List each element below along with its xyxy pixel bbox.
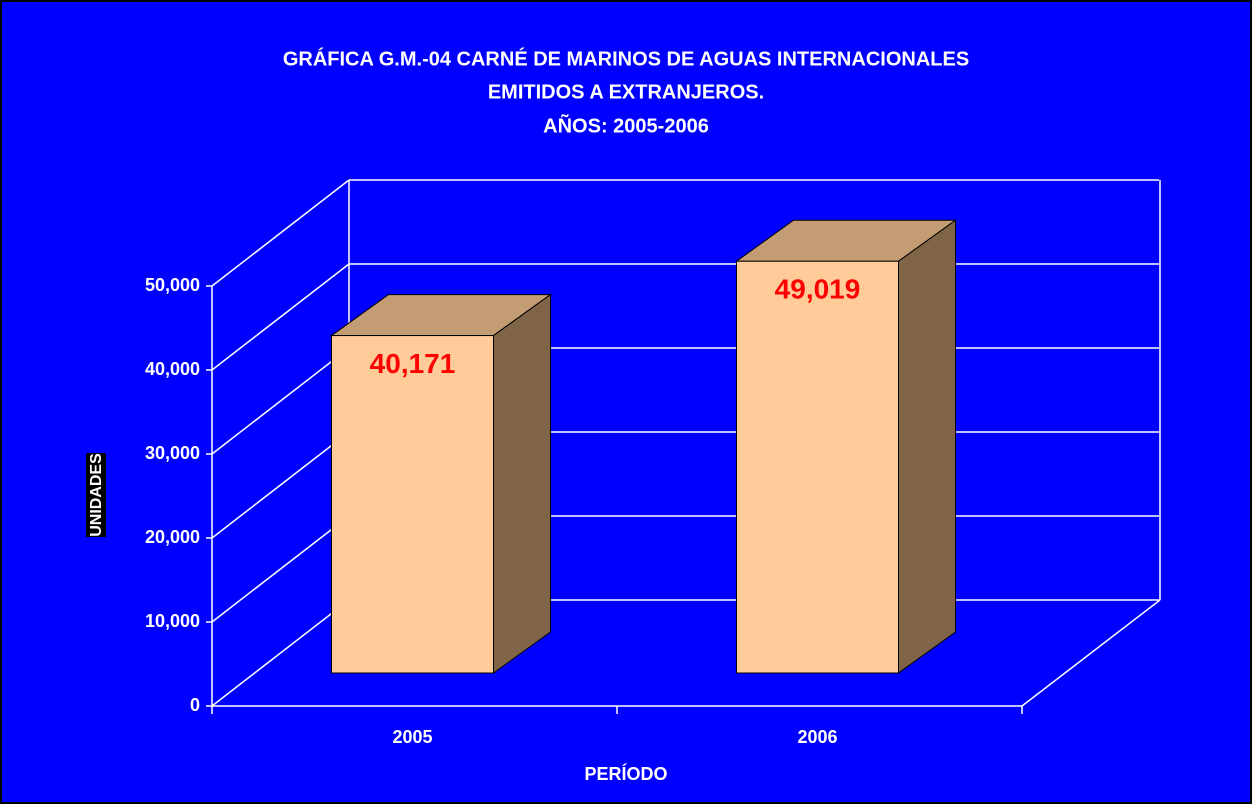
grid-line — [211, 599, 350, 707]
y-tick-label: 40,000 — [145, 359, 200, 379]
y-tick-label: 30,000 — [145, 443, 200, 463]
chart-title: GRÁFICA G.M.-04 CARNÉ DE MARINOS DE AGUA… — [283, 47, 969, 70]
floor-edge — [1021, 599, 1161, 707]
value-label: 49,019 — [775, 274, 861, 305]
grid-line — [211, 347, 350, 455]
y-tick-label: 0 — [190, 695, 200, 715]
y-axis-title: UNIDADES — [88, 453, 105, 537]
y-axis-title-bg — [86, 453, 106, 537]
grid-line — [211, 179, 350, 287]
x-axis-title: PERÍODO — [584, 763, 667, 784]
bar-side — [898, 219, 956, 674]
grid-line — [211, 431, 350, 539]
bar — [736, 260, 899, 674]
chart-title: AÑOS: 2005-2006 — [543, 114, 709, 137]
bar-side — [493, 293, 551, 674]
y-axis-title-group: UNIDADES — [86, 453, 106, 537]
x-tick-label: 2005 — [392, 727, 432, 747]
y-tick-label: 10,000 — [145, 611, 200, 631]
y-tick-label: 50,000 — [145, 275, 200, 295]
bar — [331, 335, 494, 674]
chart-title: EMITIDOS A EXTRANJEROS. — [488, 81, 764, 103]
grid-line — [211, 515, 350, 623]
x-tick-label: 2006 — [797, 727, 837, 747]
grid-line — [211, 263, 350, 371]
value-label: 40,171 — [370, 348, 456, 379]
y-tick-label: 20,000 — [145, 527, 200, 547]
